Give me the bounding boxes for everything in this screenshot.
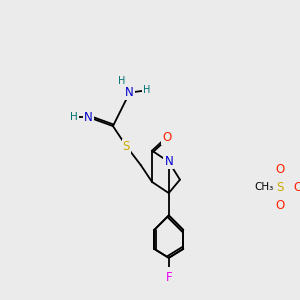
Text: N: N [125,86,134,99]
Text: O: O [294,181,300,194]
Text: CH₃: CH₃ [254,182,273,193]
Text: H: H [118,76,126,86]
Text: O: O [276,199,285,212]
Text: N: N [164,155,173,168]
Text: O: O [162,131,171,144]
Text: H: H [70,112,78,122]
Text: S: S [123,140,130,153]
Text: H: H [143,85,150,95]
Text: S: S [277,181,284,194]
Text: F: F [166,272,172,284]
Text: O: O [276,163,285,176]
Text: N: N [84,111,93,124]
